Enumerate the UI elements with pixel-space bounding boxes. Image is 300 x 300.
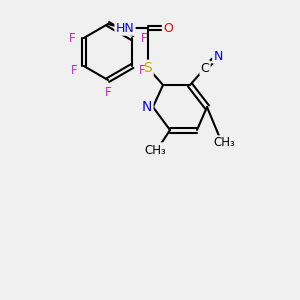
Text: HN: HN bbox=[116, 22, 134, 34]
Text: N: N bbox=[213, 50, 223, 62]
Text: O: O bbox=[163, 22, 173, 34]
Text: CH₃: CH₃ bbox=[213, 136, 235, 149]
Text: S: S bbox=[144, 61, 152, 75]
Text: F: F bbox=[105, 85, 111, 98]
Text: F: F bbox=[70, 64, 77, 77]
Text: F: F bbox=[141, 32, 148, 44]
Text: C: C bbox=[201, 61, 209, 74]
Text: CH₃: CH₃ bbox=[144, 143, 166, 157]
Text: F: F bbox=[68, 32, 75, 44]
Text: N: N bbox=[142, 100, 152, 114]
Text: F: F bbox=[139, 64, 146, 77]
